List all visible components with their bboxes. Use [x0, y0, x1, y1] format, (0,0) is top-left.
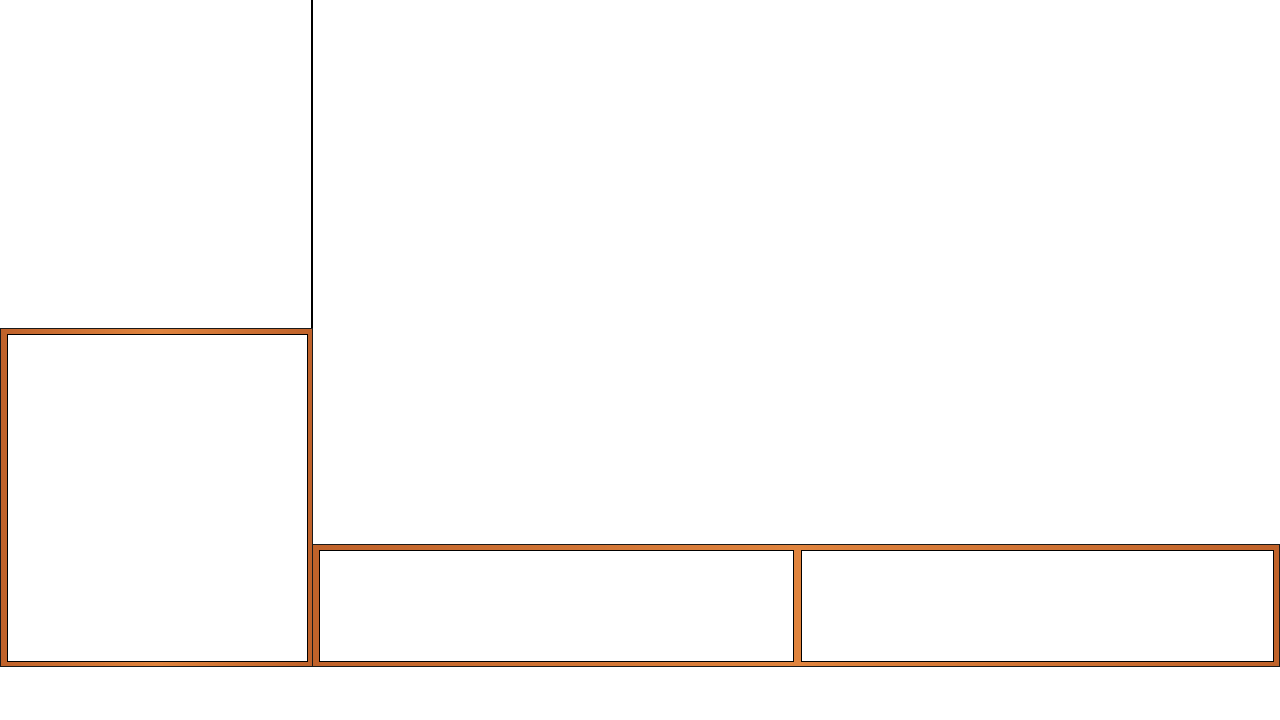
- vertical-divider: [311, 0, 313, 545]
- left-panel-frame: [0, 328, 313, 667]
- left-panel-slot[interactable]: [7, 334, 308, 662]
- bottom-panel-slot-2[interactable]: [801, 550, 1274, 662]
- bottom-panel-slot-1[interactable]: [319, 550, 794, 662]
- bottom-panel-frame: [312, 544, 1280, 667]
